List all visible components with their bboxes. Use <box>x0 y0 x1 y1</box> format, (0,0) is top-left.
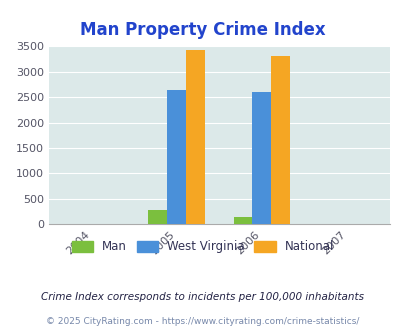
Text: Crime Index corresponds to incidents per 100,000 inhabitants: Crime Index corresponds to incidents per… <box>41 292 364 302</box>
Text: Man Property Crime Index: Man Property Crime Index <box>80 21 325 40</box>
Bar <box>185 50 204 224</box>
Legend: Man, West Virginia, National: Man, West Virginia, National <box>67 236 338 258</box>
Text: © 2025 CityRating.com - https://www.cityrating.com/crime-statistics/: © 2025 CityRating.com - https://www.city… <box>46 317 359 326</box>
Bar <box>271 56 289 224</box>
Bar <box>233 216 252 224</box>
Bar <box>148 210 167 224</box>
Bar <box>252 91 271 224</box>
Bar <box>167 90 185 224</box>
